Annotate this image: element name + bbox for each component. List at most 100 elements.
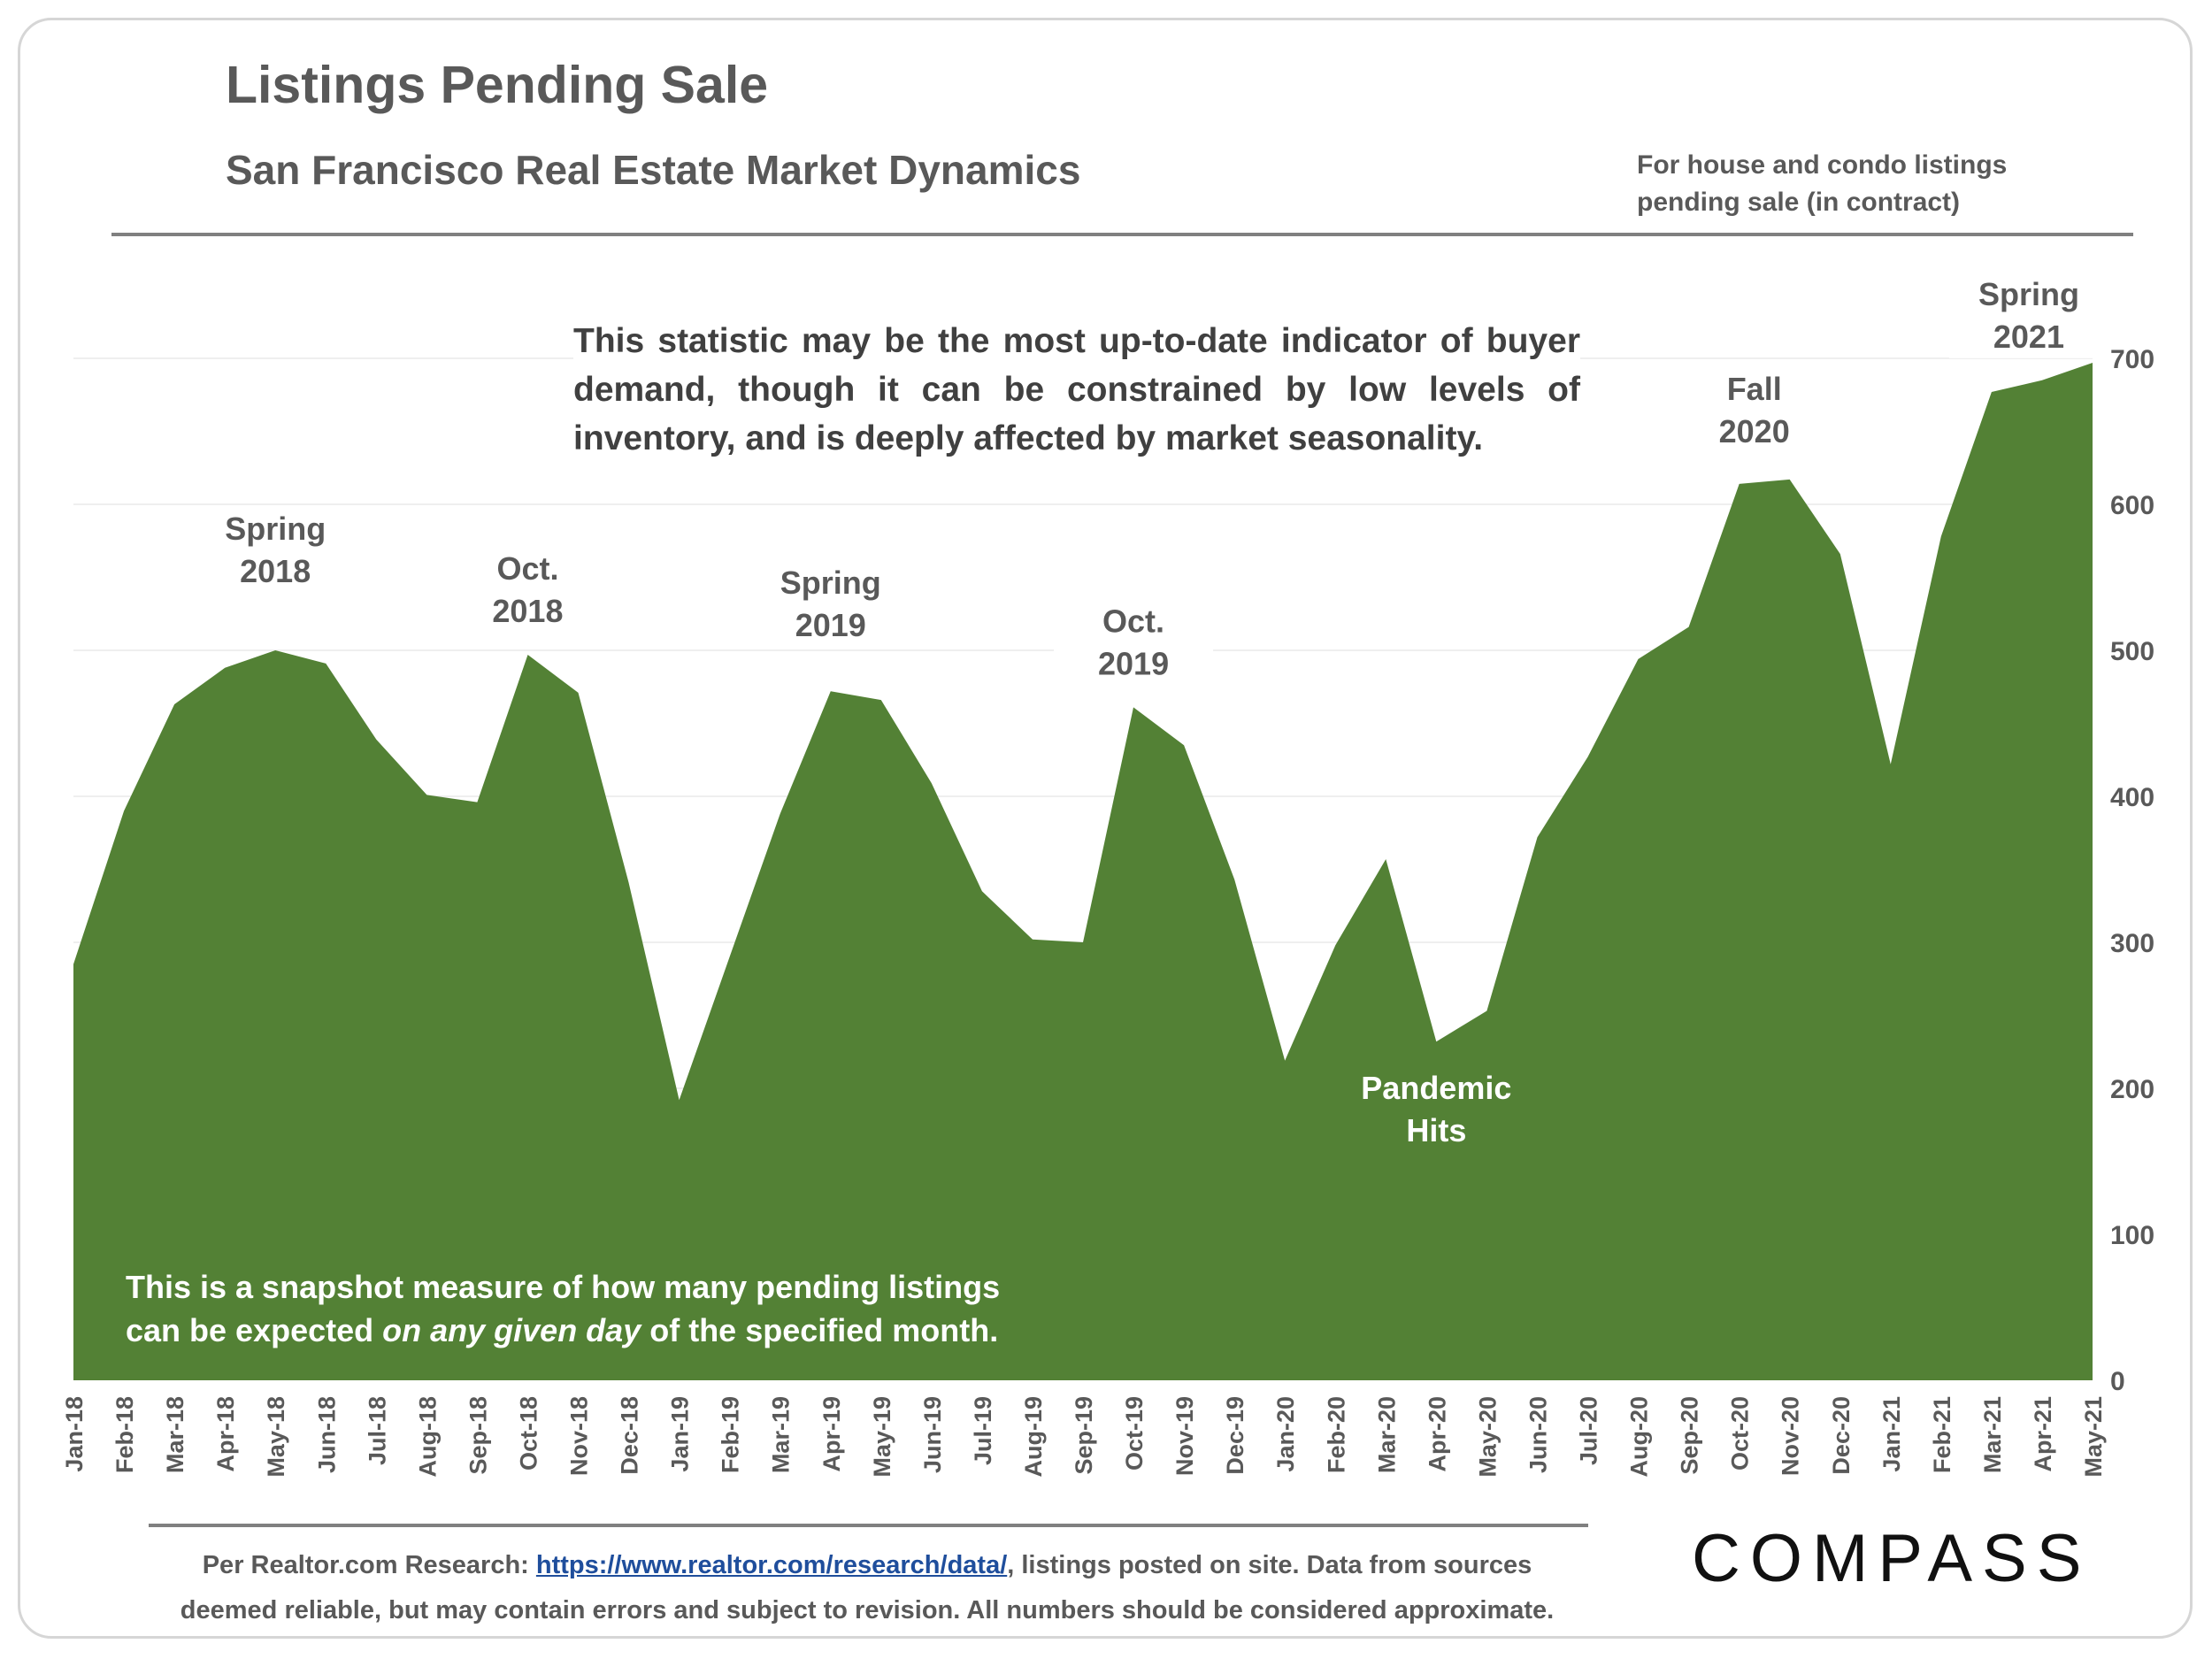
annotation-line-2: 2021 (1993, 319, 2064, 355)
x-tick-label: Jul-19 (970, 1396, 996, 1465)
x-tick-label: Jun-20 (1525, 1396, 1551, 1473)
x-tick-label: May-19 (869, 1396, 895, 1478)
x-tick-label: Nov-19 (1171, 1396, 1198, 1476)
x-tick-label: Mar-21 (1979, 1396, 2006, 1473)
footer-line-2: deemed reliable, but may contain errors … (180, 1596, 1555, 1624)
x-tick-label: Jul-18 (364, 1396, 390, 1465)
annotation-line-1: Spring (780, 565, 881, 601)
x-tick-label: Jan-20 (1272, 1396, 1299, 1472)
x-tick-label: Jan-21 (1878, 1396, 1905, 1472)
footer-prefix: Per Realtor.com Research: (202, 1551, 536, 1579)
source-footer: Per Realtor.com Research: https://www.re… (142, 1543, 1593, 1633)
x-tick-label: Feb-21 (1929, 1396, 1955, 1473)
x-tick-label: Feb-18 (111, 1396, 138, 1473)
statement-callout: This statistic may be the most up-to-dat… (573, 317, 1580, 463)
annotation-background (1054, 600, 1214, 686)
x-tick-label: Jan-19 (667, 1396, 694, 1472)
annotation-line-2: 2018 (240, 553, 311, 589)
annotation-line-2: 2018 (492, 593, 563, 629)
x-tick-label: Feb-20 (1323, 1396, 1349, 1473)
y-tick-label: 100 (2110, 1221, 2154, 1250)
annotation-line-1: Spring (1978, 276, 2079, 312)
x-tick-label: May-21 (2080, 1396, 2107, 1478)
annotation-background (196, 508, 356, 593)
annotation-line-2: 2019 (795, 607, 866, 643)
annotation-line-1: Oct. (1102, 603, 1164, 639)
chart-title: Listings Pending Sale (226, 56, 769, 114)
y-tick-label: 0 (2110, 1367, 2125, 1396)
header-divider (111, 233, 2133, 236)
snapshot-text-a: can be expected (126, 1312, 383, 1348)
y-axis: 0 100 200 300 400 500 600 700 (2110, 345, 2154, 1396)
annotation-line-1: Oct. (496, 550, 558, 587)
annotation-background (750, 562, 910, 648)
x-tick-label: Aug-19 (1020, 1396, 1047, 1478)
y-tick-label: 500 (2110, 637, 2154, 666)
x-tick-label: Nov-18 (566, 1396, 593, 1476)
snapshot-emphasis: on any given day (382, 1312, 641, 1348)
snapshot-text-b: of the specified month. (641, 1312, 999, 1348)
x-tick-label: Jun-19 (919, 1396, 946, 1473)
compass-logo: COMPASS (1692, 1521, 2092, 1596)
x-tick-label: Apr-18 (212, 1396, 239, 1472)
x-tick-label: Dec-18 (617, 1396, 643, 1475)
x-tick-label: Sep-20 (1677, 1396, 1703, 1475)
footer-line-1: Per Realtor.com Research: https://www.re… (142, 1543, 1593, 1588)
x-tick-label: Apr-19 (818, 1396, 845, 1472)
footer-suffix: , listings posted on site. Data from sou… (1007, 1551, 1532, 1579)
scope-note-line-1: For house and condo listings (1637, 150, 2008, 180)
x-tick-label: Mar-19 (768, 1396, 795, 1473)
chart-frame (18, 18, 2193, 1639)
x-tick-label: Jan-18 (61, 1396, 88, 1472)
y-tick-label: 600 (2110, 491, 2154, 520)
footer-divider (149, 1524, 1588, 1527)
annotation: Spring 2021 (1948, 273, 2108, 358)
x-tick-label: May-18 (263, 1396, 289, 1478)
x-tick-label: Jun-18 (313, 1396, 340, 1473)
x-tick-label: Jul-20 (1576, 1396, 1602, 1465)
x-tick-label: May-20 (1474, 1396, 1501, 1478)
annotation: Spring 2018 (196, 508, 356, 593)
annotation-background (448, 547, 608, 633)
x-tick-label: Apr-21 (2030, 1396, 2056, 1472)
x-tick-label: Sep-19 (1071, 1396, 1097, 1475)
x-axis: Jan-18 Feb-18 Mar-18 Apr-18 May-18 Jun-18 Jul-… (61, 1396, 2107, 1478)
y-tick-label: 300 (2110, 929, 2154, 958)
x-tick-label: Dec-20 (1828, 1396, 1855, 1475)
x-tick-label: Dec-19 (1222, 1396, 1248, 1475)
snapshot-line-2: can be expected on any given day of the … (126, 1309, 1000, 1352)
pending-listings-area (73, 363, 2093, 1380)
y-tick-label: 400 (2110, 783, 2154, 812)
x-tick-label: Nov-20 (1778, 1396, 1804, 1476)
realtor-research-link[interactable]: https://www.realtor.com/research/data/ (535, 1551, 1008, 1579)
x-tick-label: Feb-19 (718, 1396, 744, 1473)
annotation-line-2: 2020 (1719, 413, 1790, 449)
annotation-line-1: Pandemic (1361, 1070, 1511, 1106)
chart-subtitle: San Francisco Real Estate Market Dynamic… (226, 147, 1081, 193)
scope-note: For house and condo listings pending sal… (1637, 147, 2007, 221)
x-tick-label: Aug-20 (1626, 1396, 1653, 1478)
x-tick-label: Oct-18 (515, 1396, 541, 1471)
annotation: Pandemic Hits (1361, 1070, 1511, 1148)
annotation: Oct. 2019 (1054, 600, 1214, 686)
scope-note-line-2: pending sale (in contract) (1637, 188, 1961, 217)
annotation-line-2: Hits (1406, 1112, 1466, 1148)
y-tick-label: 200 (2110, 1075, 2154, 1104)
chart-annotations: Spring 2018 Oct. 2018 Spring 2019 Oct. 2019 Pand… (196, 273, 2108, 1148)
annotation: Oct. 2018 (448, 547, 608, 633)
snapshot-callout: This is a snapshot measure of how many p… (126, 1265, 1000, 1352)
annotation: Spring 2019 (750, 562, 910, 648)
x-tick-label: Oct-20 (1727, 1396, 1754, 1471)
x-tick-label: Mar-18 (162, 1396, 188, 1473)
x-tick-label: Oct-19 (1121, 1396, 1148, 1471)
annotation: Fall 2020 (1674, 367, 1834, 453)
annotation-background (1948, 273, 2108, 358)
annotation-line-2: 2019 (1098, 645, 1169, 681)
snapshot-line-1: This is a snapshot measure of how many p… (126, 1269, 1001, 1305)
x-tick-label: Aug-18 (414, 1396, 441, 1478)
y-tick-label: 700 (2110, 345, 2154, 374)
annotation-line-1: Spring (225, 511, 326, 547)
x-tick-label: Mar-20 (1373, 1396, 1400, 1473)
x-tick-label: Sep-18 (465, 1396, 491, 1475)
